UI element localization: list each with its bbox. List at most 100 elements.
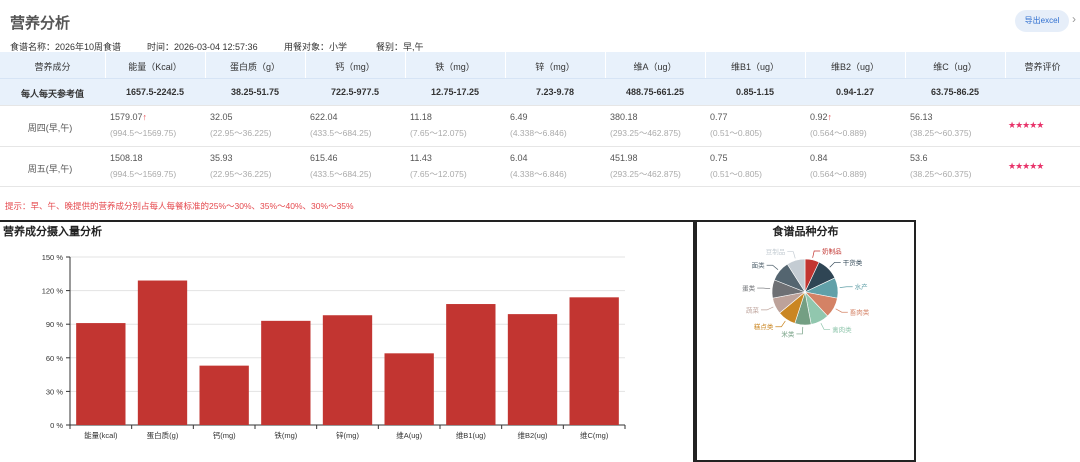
rating-stars: ★★★★★ — [1008, 120, 1044, 130]
nutrient-value: 11.43 — [410, 153, 432, 163]
bar — [384, 353, 434, 425]
pie-chart-panel — [695, 220, 916, 462]
nutrient-range: (293.25～462.875) — [610, 169, 681, 179]
pie-leader-line — [839, 286, 853, 288]
standard-value: 1657.5-2242.5 — [125, 87, 185, 97]
nutrient-value: 11.18 — [410, 112, 432, 122]
x-tick-label: 蛋白质(g) — [147, 430, 179, 440]
nutrient-range: (0.564～0.889) — [810, 169, 867, 179]
table-header-cell: 营养成分 — [34, 62, 71, 72]
value-text: 622.04 — [310, 112, 338, 122]
bar-chart: 0 % 30 % 60 % 90 % 120 % 150 % 能量(kcal) 蛋白质(g) 钙… — [42, 253, 626, 440]
table-header-cell: 维C（ug） — [933, 62, 977, 72]
value-text: 0.92 — [810, 112, 828, 122]
standard-value: 12.75-17.25 — [430, 87, 480, 97]
y-tick-label: 0 % — [50, 421, 63, 430]
y-tick-label: 120 % — [42, 287, 64, 296]
bar — [322, 315, 373, 425]
bar — [261, 320, 311, 425]
pie-chart-title: 食谱品种分布 — [772, 226, 839, 238]
pie-slice — [786, 258, 806, 294]
value-text: 0.84 — [810, 153, 828, 163]
pie-label: 豆制品 — [766, 247, 786, 256]
pie-label: 蔬菜 — [746, 305, 760, 314]
pie-label: 水产 — [855, 282, 869, 291]
pie-label: 畜肉类 — [850, 308, 870, 317]
nutrient-range: (0.51～0.805) — [710, 128, 762, 138]
nutrient-value: 0.77 — [710, 112, 728, 122]
bar — [569, 297, 619, 425]
nutrient-range: (22.95～36.225) — [210, 169, 272, 179]
pie-label: 糕点类 — [754, 322, 774, 331]
pie-label: 奶制品 — [822, 247, 842, 256]
standard-value: 38.25-51.75 — [230, 87, 280, 97]
column-divider — [805, 52, 806, 78]
value-text: 451.98 — [610, 153, 638, 163]
value-text: 6.49 — [510, 112, 528, 122]
nutrient-range: (38.25～60.375) — [910, 128, 972, 138]
nutrient-value: 32.05 — [210, 112, 233, 122]
nutrient-range: (433.5～684.25) — [310, 128, 372, 138]
nutrient-range: (433.5～684.25) — [310, 169, 372, 179]
x-tick-label: 维A(ug) — [396, 430, 422, 440]
column-divider — [605, 52, 606, 78]
tip-text: 提示：早、午、晚提供的营养成分别占每人每餐标准的25%～30%、35%～40%、… — [5, 201, 354, 211]
nutrient-range: (7.65～12.075) — [410, 128, 467, 138]
y-tick-label: 150 % — [42, 253, 64, 262]
nutrient-value: 6.49 — [510, 112, 528, 122]
standard-value: 0.85-1.15 — [735, 87, 775, 97]
standard-label: 每人每天参考值 — [20, 89, 84, 99]
column-divider — [905, 52, 906, 78]
pie-leader-line — [766, 264, 779, 270]
nutrient-value: 615.46 — [310, 153, 338, 163]
chevron-right-icon[interactable]: › — [1072, 12, 1076, 26]
nutrient-range: (293.25～462.875) — [610, 128, 681, 138]
nutrient-range: (38.25～60.375) — [910, 169, 972, 179]
pie-leader-line — [829, 261, 841, 268]
pie-leader-line — [775, 320, 786, 328]
value-text: 11.18 — [410, 112, 432, 122]
export-excel-button[interactable]: 导出excel — [1015, 10, 1069, 32]
pie-label: 米类 — [781, 329, 795, 338]
page-title: 营养分析 — [10, 15, 71, 32]
nutrient-value: 56.13 — [910, 112, 933, 122]
nutrient-range: (7.65～12.075) — [410, 169, 467, 179]
nutrient-range: (0.51～0.805) — [710, 169, 762, 179]
rating-stars: ★★★★★ — [1008, 161, 1044, 171]
table-header-cell: 蛋白质（g） — [229, 62, 280, 72]
x-tick-label: 能量(kcal) — [84, 430, 118, 440]
nutrient-range: (994.5～1569.75) — [110, 128, 177, 138]
value-text: 615.46 — [310, 153, 338, 163]
pie-label: 面类 — [752, 261, 766, 270]
nutrient-value: 1508.18 — [110, 153, 143, 163]
nutrient-value: 622.04 — [310, 112, 338, 122]
column-divider — [405, 52, 406, 78]
column-divider — [205, 52, 206, 78]
generated-time: 时间：2026-03-04 12:57:36 — [147, 42, 258, 52]
nutrient-value: 0.92↑ — [810, 112, 832, 122]
standard-value: 0.94-1.27 — [835, 87, 875, 97]
nutrient-range: (4.338～6.846) — [510, 169, 567, 179]
column-divider — [105, 52, 106, 78]
value-text: 0.77 — [710, 112, 728, 122]
nutrient-value: 53.6 — [910, 153, 928, 163]
standard-value: 63.75-86.25 — [930, 87, 980, 97]
pie-leader-line — [760, 306, 774, 311]
nutrient-value: 0.84 — [810, 153, 828, 163]
value-text: 35.93 — [210, 153, 233, 163]
nutrient-value: 380.18 — [610, 112, 638, 122]
table-header-cell: 维B1（ug） — [730, 62, 780, 72]
x-tick-label: 钙(mg) — [213, 431, 236, 440]
x-tick-label: 维B1(ug) — [456, 430, 487, 440]
table-header-cell: 维B2（ug） — [830, 62, 880, 72]
nutrient-value: 1579.07↑ — [110, 112, 147, 122]
pie-leader-line — [835, 308, 848, 313]
pie-leader-line — [796, 326, 804, 335]
meal-type: 餐别：早,午 — [376, 42, 424, 52]
table-header-cell: 营养评价 — [1024, 62, 1061, 72]
x-tick-label: 铁(mg) — [274, 430, 297, 440]
pie-label: 禽肉类 — [832, 325, 852, 334]
table-header-cell: 维A（ug） — [633, 62, 677, 72]
bar — [137, 280, 188, 425]
